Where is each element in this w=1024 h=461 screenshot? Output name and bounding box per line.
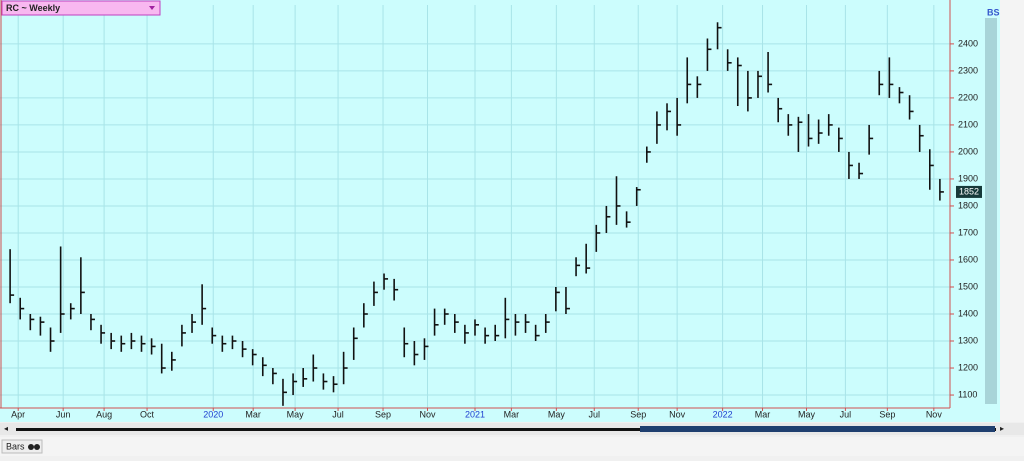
footer <box>0 437 1024 456</box>
x-tick-label: Jul <box>588 409 600 419</box>
y-tick-label: 1300 <box>958 335 978 345</box>
y-tick-label: 2200 <box>958 92 978 102</box>
y-tick-label: 1900 <box>958 173 978 183</box>
y-tick-label: 1100 <box>958 389 977 399</box>
scroll-track <box>16 428 996 431</box>
tab-icon <box>28 444 34 450</box>
chart-title: RC ~ Weekly <box>6 3 60 13</box>
x-tick-label: Jun <box>56 409 71 419</box>
y-tick-label: 2100 <box>958 119 978 129</box>
footer-label: Bars <box>6 441 25 451</box>
last-price-badge <box>956 185 982 198</box>
x-tick-label: Apr <box>11 409 25 419</box>
x-tick-label: Mar <box>245 409 261 419</box>
grid <box>0 5 950 408</box>
x-tick-label: Nov <box>669 409 686 419</box>
x-tick-label: Sep <box>630 409 646 419</box>
x-tick-label: 2022 <box>713 409 733 419</box>
x-tick-label: Nov <box>419 409 436 419</box>
dropdown-arrow <box>149 6 155 10</box>
y-tick-label: 1700 <box>958 227 978 237</box>
x-tick-label: Sep <box>879 409 895 419</box>
y-tick-label: 1800 <box>958 200 978 210</box>
y-tick-label: 1200 <box>958 362 978 372</box>
y-tick-label: 2400 <box>958 38 978 48</box>
scroll-right[interactable]: ▸ <box>1000 424 1004 433</box>
scroll-thumb[interactable] <box>640 426 995 432</box>
x-tick-label: Mar <box>755 409 771 419</box>
y-tick-label: 1500 <box>958 281 978 291</box>
x-tick-label: Oct <box>140 409 155 419</box>
tab-icon <box>34 444 40 450</box>
symbol-dropdown[interactable] <box>1 0 161 16</box>
x-tick-label: Mar <box>504 409 520 419</box>
side-panel <box>1000 0 1024 422</box>
x-tick-label: May <box>548 409 566 419</box>
y-tick-label: 1600 <box>958 254 978 264</box>
scroll-left[interactable]: ◂ <box>4 424 8 433</box>
y-tick-label: 2000 <box>958 146 978 156</box>
bars <box>9 22 944 406</box>
x-tick-label: Jul <box>332 409 344 419</box>
last-price-label: 1852 <box>959 186 979 196</box>
x-tick-label: May <box>798 409 816 419</box>
x-tick-label: 2021 <box>465 409 485 419</box>
x-tick-label: Nov <box>926 409 943 419</box>
plot-background <box>0 0 1000 422</box>
scale-strip <box>985 18 997 404</box>
y-tick-label: 1400 <box>958 308 978 318</box>
x-tick-label: May <box>287 409 305 419</box>
bs-icon[interactable]: BS <box>987 7 1000 17</box>
x-tick-label: 2020 <box>203 409 223 419</box>
x-tick-label: Jul <box>840 409 852 419</box>
x-tick-label: Sep <box>375 409 391 419</box>
x-tick-label: Aug <box>96 409 112 419</box>
y-tick-label: 2300 <box>958 65 978 75</box>
